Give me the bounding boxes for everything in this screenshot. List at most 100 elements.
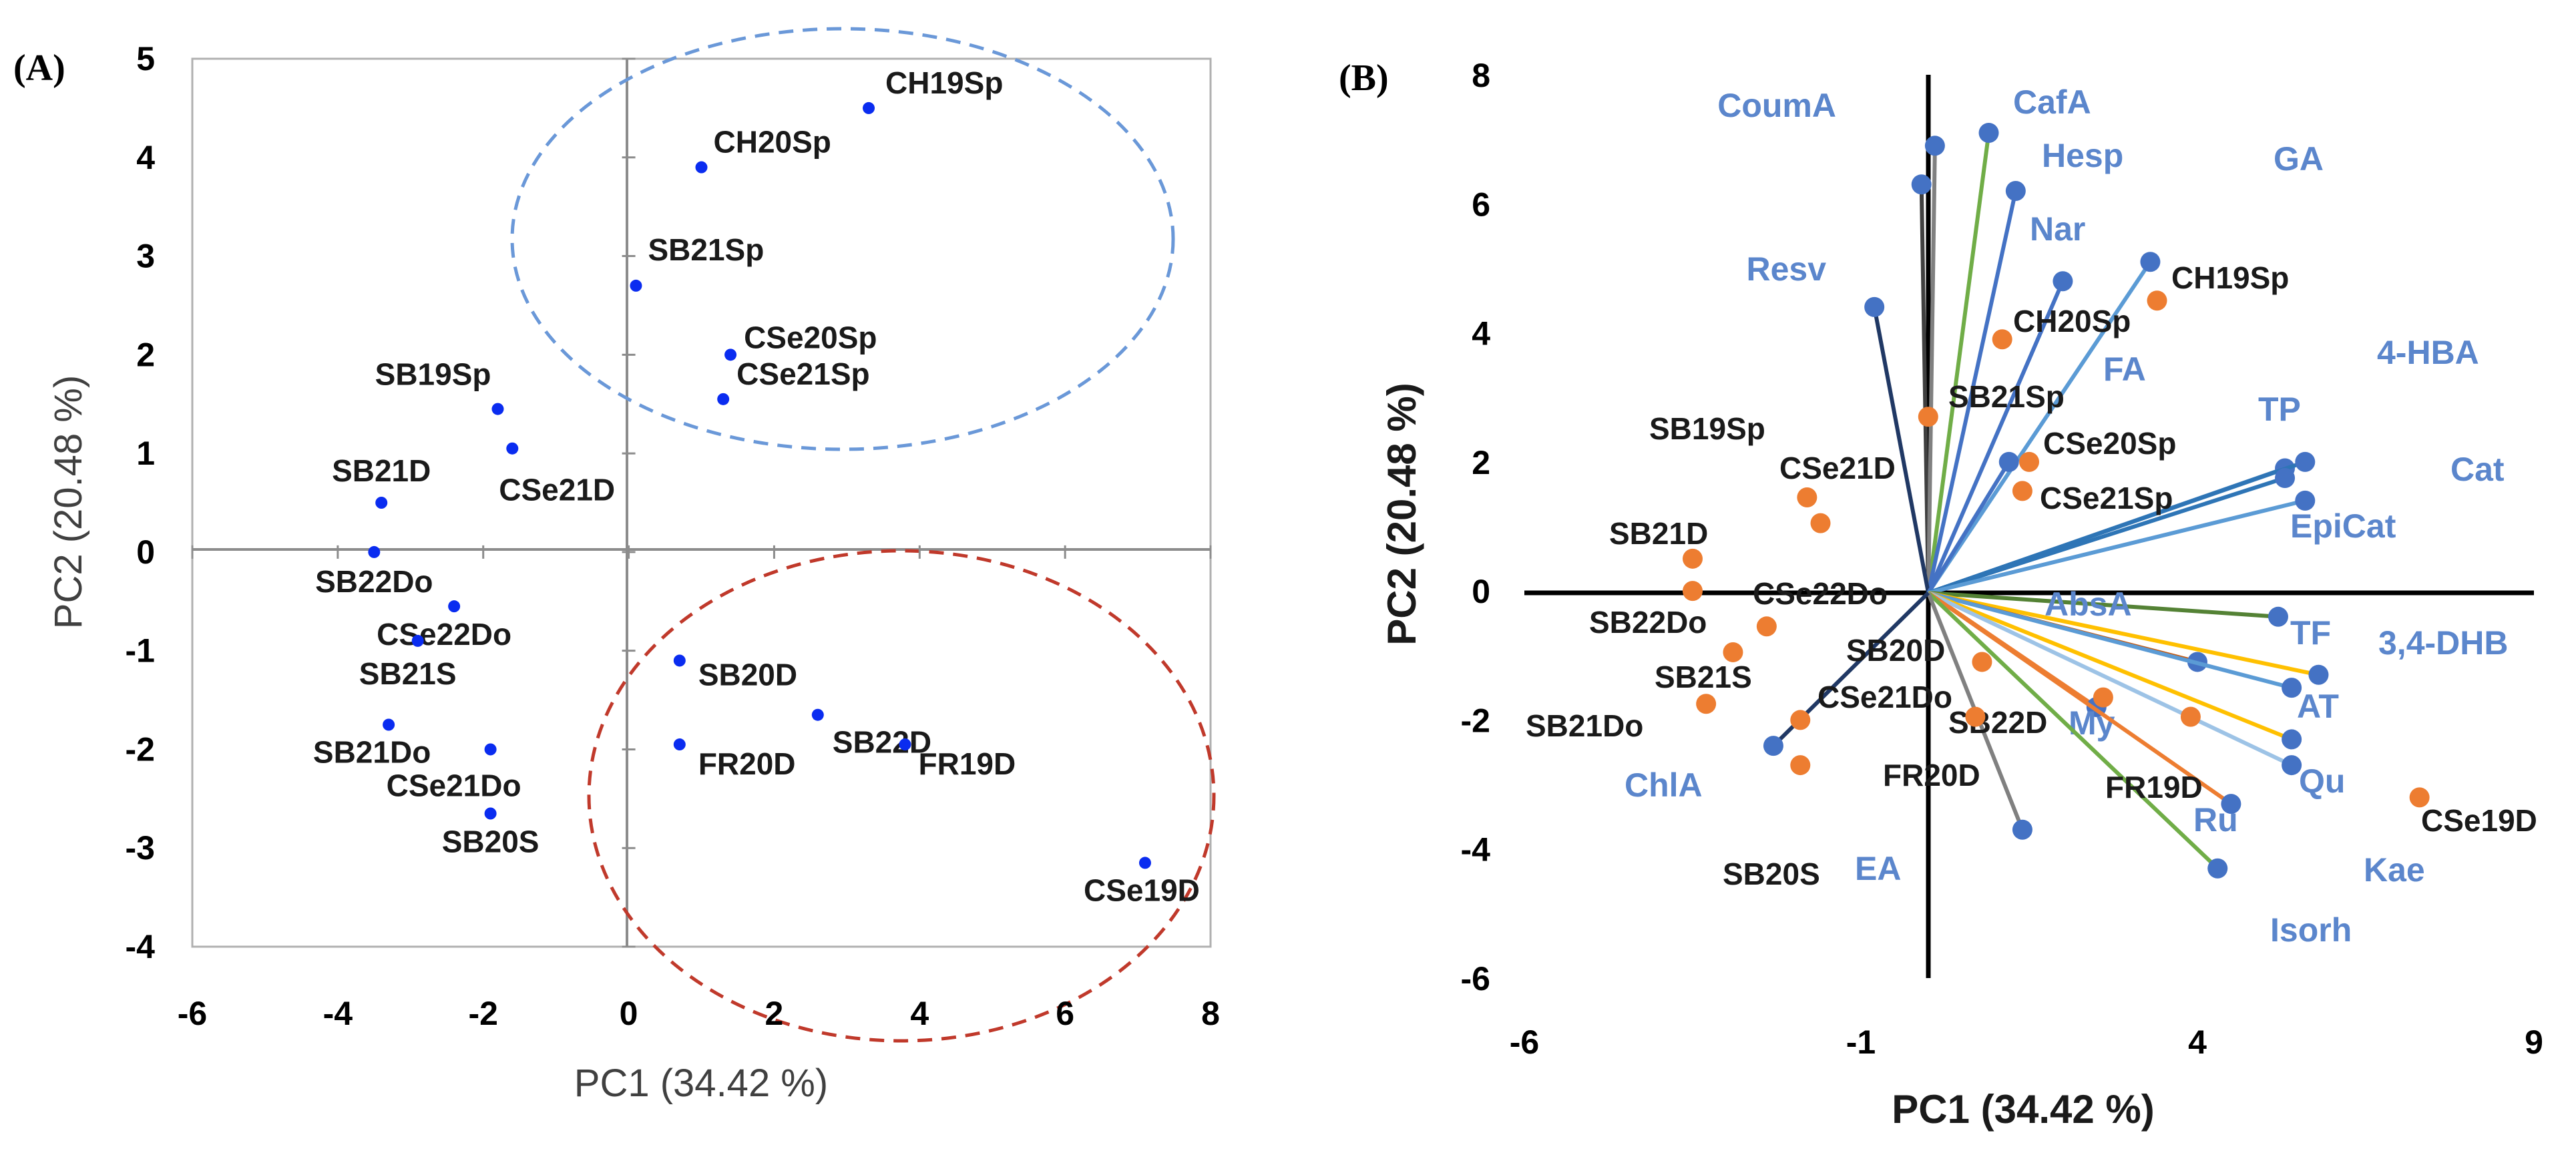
point-label-cse20sp: CSe20Sp [744,320,877,355]
point-sb21sp [630,279,642,292]
sample-label-cse21do: CSe21Do [1817,680,1952,714]
panel-b-y-tick-label: 4 [1472,315,1490,353]
loading-endpoint-absa [2268,606,2288,627]
point-label-sb20d: SB20D [698,657,797,692]
loading-vector-ga [1926,260,2152,594]
sample-point-ch20sp [1992,329,2012,350]
panel-b-x-tick-label: 4 [2188,1023,2207,1061]
loading-endpoint-cat [2275,468,2296,489]
panel-a-y-axis-label: PC2 (20.48 %) [47,375,90,629]
sample-point-sb19sp [1797,487,1817,508]
point-cse22do [448,600,461,613]
loading-vector-isorh [1926,591,2219,870]
sample-point-cse19d [2409,787,2430,808]
panel-a-pca-score-plot: (A) -6 -4 -2 0 2 4 6 8 5 4 3 2 1 0 -1 -2 -3 -4 CH19Sp CH20… [13,27,1220,1105]
loading-vector-cat [1928,476,2286,595]
panel-a-y-tick-label: -1 [126,632,155,670]
panel-b-y-tick-label: -4 [1461,831,1491,869]
variable-label-my: My [2069,704,2115,742]
point-label-sb21s: SB21S [359,656,457,691]
sample-point-sb21s [1723,642,1743,662]
sample-point-fr19d [2180,706,2201,727]
panel-a-x-tick-label: -2 [468,995,497,1032]
sample-label-cse22do: CSe22Do [1753,576,1888,611]
sample-label-sb21do: SB21Do [1526,708,1643,743]
point-label-fr20d: FR20D [698,746,796,781]
sample-label-sb21d: SB21D [1609,516,1708,551]
loading-endpoint-couma [1911,174,1932,195]
sample-point-fr20d [1965,706,1986,727]
variable-label-at: AT [2297,688,2339,725]
loading-endpoint-ga [2140,252,2161,272]
variable-label-tp: TP [2258,391,2301,428]
panel-a-y-tick-label: 3 [136,238,155,275]
point-label-ch20sp: CH20Sp [714,125,831,160]
variable-label-qu: Qu [2299,762,2345,800]
point-label-cse22do: CSe22Do [377,617,511,652]
panel-a-y-tick-label: 5 [136,40,155,77]
point-sb21d [375,497,388,509]
panel-a-label: (A) [13,47,65,89]
panel-a-y-tick-label: -2 [126,730,155,768]
variable-label-cat: Cat [2450,451,2505,488]
panel-b-y-tick-label: 8 [1472,57,1490,94]
loading-vector-couma [1919,184,1930,594]
panel-a-y-tick-label: 4 [136,139,155,176]
sample-point-sb20s [1790,755,1811,776]
sample-point-sb21do [1696,694,1717,714]
sample-point-cse21sp [2012,481,2032,501]
point-sb21s [411,634,424,647]
panel-a-x-tick-label: -6 [178,995,207,1032]
variable-label-absa: AbsA [2045,586,2132,623]
sample-point-cse22do [1756,616,1777,637]
variable-label-fa: FA [2103,351,2146,388]
sample-point-cse21do [1790,710,1811,730]
loading-endpoint-at [2282,678,2302,698]
variable-label-ga: GA [2274,140,2324,178]
loading-endpoint-3-4-dhb [2308,664,2329,685]
panel-a-x-tick-label: 8 [1201,995,1220,1032]
loading-vector-kae [1927,591,2293,767]
point-label-sb21sp: SB21Sp [648,232,764,267]
variable-label-hesp: Hesp [2042,137,2123,174]
sample-point-sb22do [1683,581,1703,602]
panel-a-x-tick-label: 2 [765,995,784,1032]
panel-a-x-tick-label: 4 [910,995,929,1032]
loading-vector-fa [1926,461,2011,594]
loading-endpoint-isorh [2207,858,2228,879]
loading-endpoint-chla [1763,736,1783,756]
loading-endpoint-cafa [1978,122,1999,143]
sample-label-cse21d: CSe21D [1779,451,1896,485]
loading-endpoint-epicat [2295,490,2316,511]
panel-a-x-axis-label: PC1 (34.42 %) [574,1062,828,1105]
panel-b-y-axis-label: PC2 (20.48 %) [1379,383,1424,646]
loading-vector-ru [1927,591,2233,806]
point-sb20d [673,654,686,667]
panel-a-ticks: -6 -4 -2 0 2 4 6 8 5 4 3 2 1 0 -1 -2 -3 -4 [126,40,1220,1032]
point-ch20sp [695,161,708,174]
point-label-sb21do: SB21Do [313,735,431,770]
sample-point-cse21d [1810,513,1831,533]
sample-label-cse19d: CSe19D [2421,803,2537,838]
point-label-cse21do: CSe21Do [387,768,521,802]
panel-a-x-tick-label: 6 [1056,995,1074,1032]
variable-label-resv: Resv [1746,250,1826,288]
point-cse21do [484,743,497,756]
loading-vector-nar [1926,280,2065,594]
sample-point-sb20d [1972,652,1992,672]
variable-label-epicat: EpiCat [2290,507,2396,545]
point-label-sb22do: SB22Do [315,564,433,599]
sample-label-cse20sp: CSe20Sp [2043,426,2176,461]
loading-endpoint-4-hba [2295,451,2316,472]
variable-label-ea: EA [1855,850,1901,887]
point-cse20sp [724,349,737,361]
point-label-sb22d: SB22D [833,725,931,760]
panel-b-y-tick-label: -6 [1461,960,1490,997]
panel-b-y-tick-label: 6 [1472,186,1490,223]
point-label-ch19sp: CH19Sp [885,65,1003,100]
panel-a-y-tick-label: -3 [126,829,155,867]
panel-b-loading-vectors: CoumA CafA Hesp GA Nar Resv FA TP 4-HBA Cat EpiCat… [1625,83,2508,949]
loading-endpoint-qu [2282,729,2302,750]
point-label-cse21d: CSe21D [499,473,615,507]
variable-label-chla: ChlA [1625,766,1703,804]
